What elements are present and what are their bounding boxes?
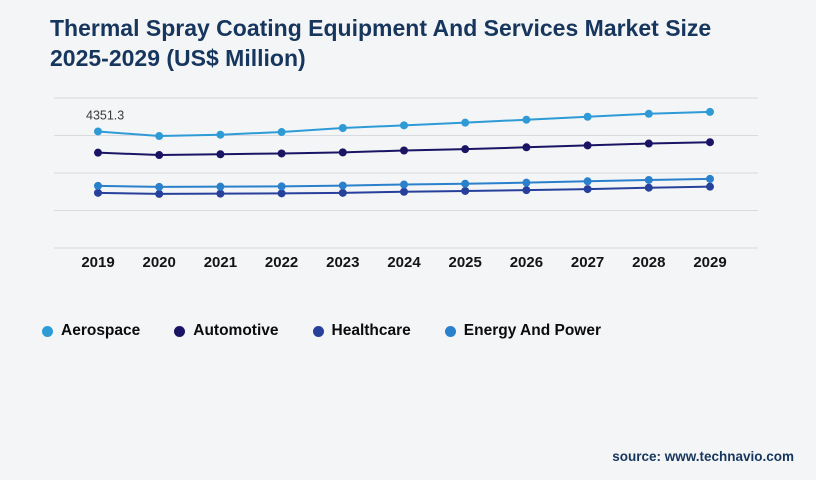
x-tick-label: 2022: [264, 254, 299, 271]
data-point-automotive: [644, 139, 653, 148]
data-point-aerospace: [277, 128, 286, 137]
x-tick-label: 2025: [448, 254, 482, 271]
data-point-healthcare: [644, 183, 653, 192]
x-tick-label: 2027: [570, 254, 605, 271]
data-point-aerospace: [522, 115, 531, 124]
chart-title: Thermal Spray Coating Equipment And Serv…: [50, 15, 712, 71]
x-tick-label: 2024: [387, 254, 421, 271]
data-point-energy-and-power: [706, 174, 714, 183]
data-point-aerospace: [644, 109, 653, 118]
data-point-automotive: [338, 148, 347, 157]
x-tick-label: 2021: [203, 254, 238, 271]
data-point-aerospace: [400, 121, 408, 130]
chart-legend: Aerospace Automotive Healthcare Energy And …: [42, 322, 601, 340]
data-point-aerospace: [461, 118, 470, 127]
x-tick-label: 2019: [81, 254, 115, 271]
data-label: 4351.3: [86, 108, 124, 122]
data-point-healthcare: [338, 188, 347, 197]
data-point-automotive: [155, 151, 164, 160]
data-point-healthcare: [94, 188, 102, 197]
data-point-healthcare: [400, 187, 408, 196]
data-point-healthcare: [522, 186, 531, 195]
data-point-aerospace: [338, 124, 347, 132]
data-point-automotive: [522, 143, 531, 152]
data-point-healthcare: [583, 185, 592, 194]
data-point-energy-and-power: [400, 180, 408, 189]
data-point-aerospace: [94, 127, 102, 136]
x-axis-labels: 2019 2020 2021 2022 2023 2024 2025 2026 2027 2028…: [50, 254, 762, 274]
line-chart-canvas: 4351.3: [54, 97, 758, 249]
data-point-healthcare: [461, 186, 470, 195]
data-point-automotive: [216, 150, 225, 159]
data-point-healthcare: [706, 182, 714, 191]
data-point-automotive: [400, 146, 408, 155]
data-point-energy-and-power: [583, 177, 592, 186]
legend-label: Energy And Power: [463, 322, 602, 339]
legend-label: Aerospace: [61, 322, 141, 339]
data-point-healthcare: [277, 189, 286, 198]
data-point-aerospace: [583, 112, 592, 121]
data-point-automotive: [583, 141, 592, 150]
x-tick-label: 2023: [326, 254, 360, 271]
legend-dot-icon: [312, 325, 324, 337]
data-point-automotive: [706, 138, 714, 147]
x-tick-label: 2029: [693, 254, 727, 271]
data-point-automotive: [277, 149, 286, 158]
data-point-aerospace: [706, 107, 714, 116]
legend-item-healthcare: Healthcare: [312, 322, 411, 340]
x-tick-label: 2020: [142, 254, 176, 271]
source-credit: source: www.technavio.com: [612, 449, 794, 464]
legend-dot-icon: [444, 325, 456, 337]
legend-item-aerospace: Aerospace: [42, 322, 140, 340]
data-point-energy-and-power: [522, 178, 531, 187]
data-point-aerospace: [216, 130, 225, 139]
legend-dot-icon: [42, 325, 53, 337]
data-point-energy-and-power: [216, 182, 225, 191]
data-point-automotive: [94, 148, 102, 157]
legend-label: Healthcare: [331, 322, 411, 339]
legend-item-automotive: Automotive: [174, 322, 279, 340]
legend-item-energy-and-power: Energy And Power: [444, 322, 602, 340]
data-point-energy-and-power: [644, 175, 653, 184]
data-point-aerospace: [155, 132, 164, 141]
data-point-energy-and-power: [461, 179, 470, 188]
data-point-automotive: [461, 145, 470, 154]
legend-label: Automotive: [193, 322, 279, 339]
data-point-healthcare: [155, 189, 164, 198]
x-tick-label: 2026: [509, 254, 544, 271]
data-point-healthcare: [216, 189, 225, 198]
data-point-energy-and-power: [155, 182, 164, 191]
data-point-energy-and-power: [277, 182, 286, 191]
x-tick-label: 2028: [632, 254, 666, 271]
data-point-energy-and-power: [94, 181, 102, 190]
data-point-energy-and-power: [338, 181, 347, 190]
legend-dot-icon: [174, 325, 186, 337]
